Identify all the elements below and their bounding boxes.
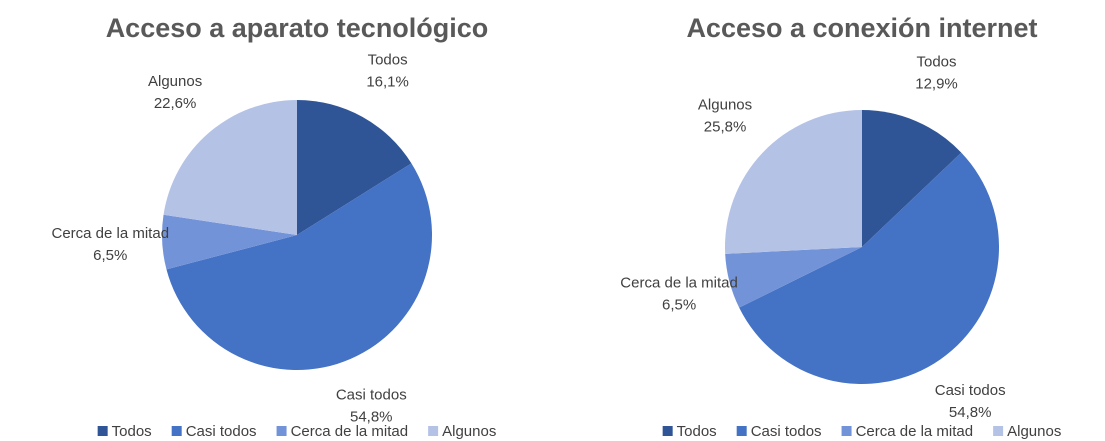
legend-swatch [662,426,673,436]
data-label-value: 25,8% [704,119,747,136]
legend-swatch [428,426,439,436]
legend-swatch [97,426,108,436]
legend-label: Cerca de la mitad [856,423,974,440]
data-label-name: Cerca de la mitad [620,275,738,292]
pie-slice [297,100,412,235]
pie-slice [163,100,297,235]
data-label-name: Algunos [698,97,752,114]
legend-swatch [993,426,1004,436]
pie-slice [161,214,297,270]
legend-swatch [171,426,182,436]
data-label-name: Casi todos [336,387,407,404]
data-label-name: Todos [917,53,957,70]
legend-label: Todos [677,423,717,440]
legend-swatch [736,426,747,436]
data-label-value: 22,6% [154,95,197,112]
data-label-value: 12,9% [915,75,958,92]
legend-label: Algunos [1007,423,1061,440]
legend-label: Casi todos [751,423,822,440]
data-label-name: Algunos [148,73,202,90]
legend-label: Cerca de la mitad [291,423,409,440]
data-label-value: 6,5% [662,297,696,314]
pie-slice [725,247,862,308]
legend-label: Todos [112,423,152,440]
chart-title: Acceso a conexión internet [686,13,1037,43]
data-label-value: 54,8% [949,404,992,421]
pie-slice [862,110,962,247]
pie-slice [166,163,432,370]
data-label-name: Todos [368,51,408,68]
data-label-value: 6,5% [93,247,127,264]
data-label-value: 54,8% [350,409,393,426]
data-label-name: Casi todos [935,382,1006,399]
legend-label: Algunos [442,423,496,440]
chart-title: Acceso a aparato tecnológico [106,13,489,43]
legend-label: Casi todos [186,423,257,440]
legend-swatch [276,426,287,436]
data-label-value: 16,1% [366,73,409,90]
pie-slice [739,152,999,384]
legend-swatch [841,426,852,436]
data-label-name: Cerca de la mitad [51,225,169,242]
pie-slice [725,109,862,254]
